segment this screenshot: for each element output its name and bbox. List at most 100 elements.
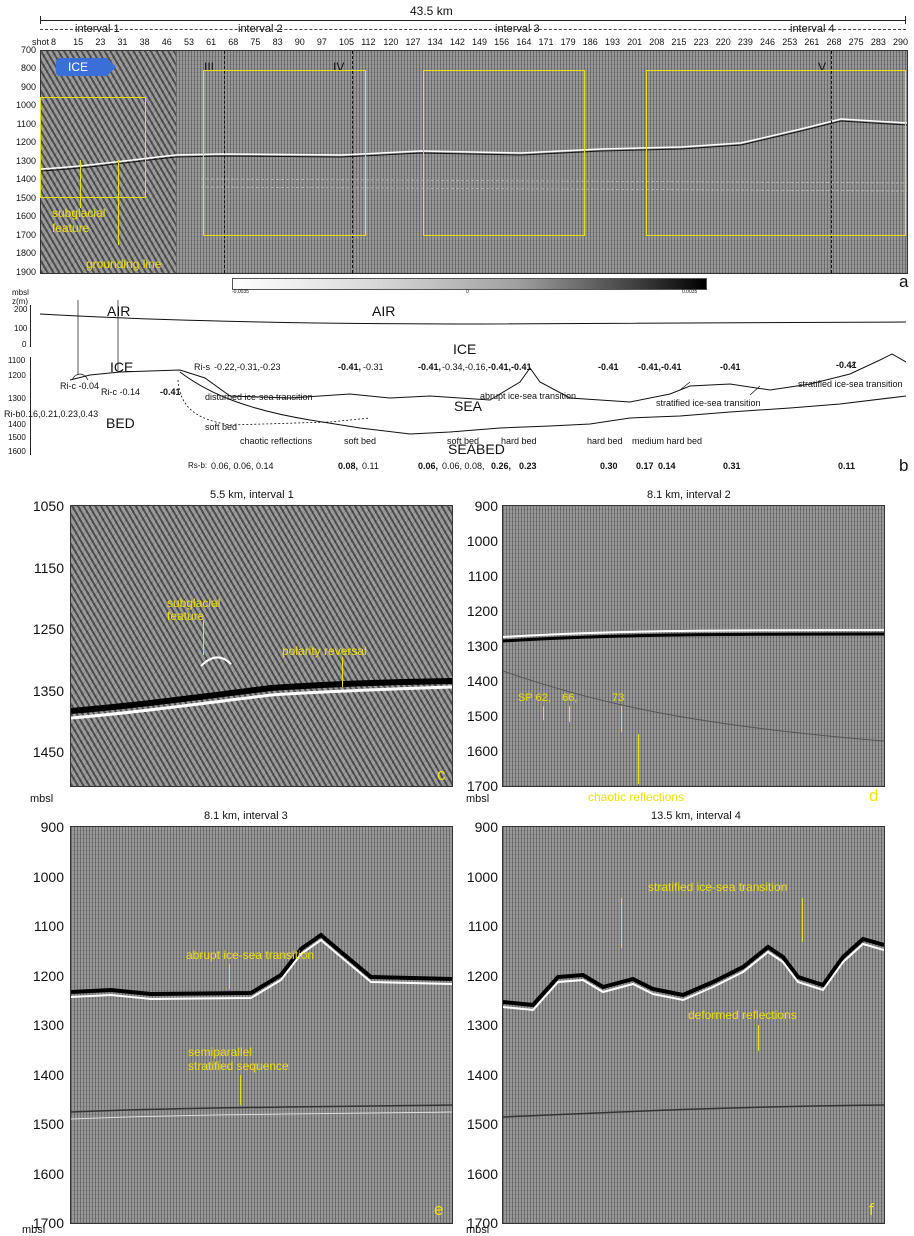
interval-line	[40, 29, 906, 30]
air-center: AIR	[372, 303, 396, 319]
depth-tick: 1300	[15, 155, 36, 166]
shot-number: 156	[494, 37, 510, 47]
seismic-section-d	[502, 505, 885, 787]
depth-tick: 1400	[466, 1066, 498, 1083]
shot-number: 164	[516, 37, 532, 47]
seismic-section-f	[502, 826, 885, 1224]
depth-tick: 900	[474, 819, 498, 835]
tick-1600: 1600	[8, 447, 26, 456]
chaotic-bracket	[638, 734, 639, 784]
shot-number: 261	[804, 37, 820, 47]
shot-number: 186	[582, 37, 598, 47]
panel-c-unit: mbsl	[30, 793, 54, 805]
scale-tick	[40, 16, 41, 24]
panel-f-axis: 900 1000 1100 1200 1300 1400 1500 1600 1700	[455, 819, 500, 1231]
tick-1400: 1400	[8, 420, 26, 429]
transition-stratified-2: stratified ice-sea transition	[798, 379, 903, 389]
depth-tick: 1800	[15, 248, 36, 258]
depth-tick: 1300	[32, 1017, 64, 1033]
r-is-v2: -0.31	[363, 362, 384, 372]
sp-73: 73	[612, 692, 625, 704]
shot-number: 215	[671, 37, 687, 47]
shot-number: 253	[782, 37, 798, 47]
bed-label: BED	[106, 415, 135, 431]
shot-number: 171	[538, 37, 554, 47]
panel-e-axis: 900 1000 1100 1200 1300 1400 1500 1600 1700	[0, 819, 68, 1231]
shot-number: 15	[73, 37, 84, 47]
shot-number: 38	[139, 37, 150, 47]
r-sb-v7: 0.30	[600, 461, 618, 471]
r-is-v7: -0.41,-0.41	[638, 362, 682, 372]
tick-0: 0	[22, 340, 27, 349]
depth-tick: 1700	[466, 1215, 498, 1231]
r-sb-v10: 0.31	[723, 461, 741, 471]
r-is-v9: -0.41	[836, 360, 857, 370]
arrow-subglacial-c	[203, 620, 204, 655]
tick-1500: 1500	[8, 433, 26, 442]
total-length: 43.5 km	[410, 4, 453, 18]
depth-tick: 1400	[15, 174, 36, 184]
scale-tick	[905, 16, 906, 24]
seismic-section-c	[70, 505, 453, 787]
shot-number: 8	[51, 37, 57, 47]
shot-number: 75	[250, 37, 261, 47]
transition-stratified-1: stratified ice-sea transition	[656, 398, 761, 408]
bed-soft-3: soft bed	[447, 436, 480, 446]
depth-axis: 700 800 900 1000 1100 1200 1300 1400 1500 1600 170…	[0, 45, 38, 277]
shot-number: 90	[294, 37, 305, 47]
depth-tick: 1050	[32, 498, 64, 514]
depth-tick: 1300	[466, 1017, 498, 1033]
r-is-v4: -0.34,-0.16,	[442, 362, 489, 372]
r-is-v8: -0.41	[720, 362, 741, 372]
semiparallel-label: semiparallel stratified sequence	[188, 1045, 289, 1073]
depth-tick: 1100	[467, 568, 498, 584]
shot-number: 220	[715, 37, 731, 47]
ice-badge-label: ICE	[68, 60, 89, 74]
panel-letter-d: d	[869, 786, 879, 805]
bed-soft-2: soft bed	[344, 436, 377, 446]
subglacial-feature-c: subglacial feature	[167, 596, 221, 623]
seismic-section-e	[70, 826, 453, 1224]
r-ic-b-bold: -0.41	[160, 387, 181, 397]
depth-tick: 1200	[466, 967, 498, 984]
panel-d-axis: 900 1000 1100 1200 1300 1400 1500 1600 1700	[455, 498, 500, 794]
seabed-label: SEABED	[448, 441, 505, 457]
abrupt-transition-label: abrupt ice-sea transition	[186, 948, 315, 962]
depth-tick: 1600	[15, 211, 36, 221]
shot-number: 239	[737, 37, 753, 47]
tick-1100: 1100	[8, 356, 26, 365]
panel-letter-e: e	[434, 1200, 444, 1219]
interface-profile	[39, 300, 906, 435]
depth-tick: 1100	[16, 118, 36, 129]
panel-letter-b: b	[899, 456, 909, 475]
r-is-label: Ri-s	[194, 362, 210, 372]
depth-tick: 1250	[32, 621, 64, 637]
r-ic-b: Ri-c -0.14	[101, 387, 141, 397]
r-is-v1: -0.41,	[338, 362, 362, 372]
chaotic-reflections-label: chaotic reflections	[588, 790, 685, 804]
depth-tick: 1500	[15, 192, 36, 203]
depth-tick: 1100	[33, 918, 64, 934]
shot-number: 31	[117, 37, 128, 47]
grounding-line-label: grounding line	[86, 257, 162, 271]
tick-1200: 1200	[8, 371, 26, 380]
stratified-transition-f-label: stratified ice-sea transition	[648, 880, 788, 894]
depth-tick: 1700	[466, 778, 498, 794]
upper-axis	[30, 305, 31, 347]
arrow-sp66	[569, 706, 570, 722]
panel-e-title: 8.1 km, interval 3	[204, 810, 288, 822]
depth-tick: 1000	[466, 868, 498, 885]
depth-tick: 1100	[467, 918, 498, 934]
depth-tick: 1000	[32, 868, 64, 885]
shot-number: 68	[228, 37, 239, 47]
bed-medium-hard: medium hard bed	[632, 436, 703, 446]
panel-letter-a: a	[899, 272, 909, 291]
bed-hard-1: hard bed	[501, 436, 537, 446]
tick-100: 100	[14, 324, 28, 333]
panel-c-axis: 1050 1150 1250 1350 1450	[0, 498, 68, 785]
marker-line-III	[224, 51, 225, 273]
highlight-box-3	[423, 70, 585, 236]
depth-tick: 1500	[32, 1116, 64, 1132]
shot-number: 193	[604, 37, 620, 47]
unit-mbsl: mbsl	[12, 288, 29, 297]
